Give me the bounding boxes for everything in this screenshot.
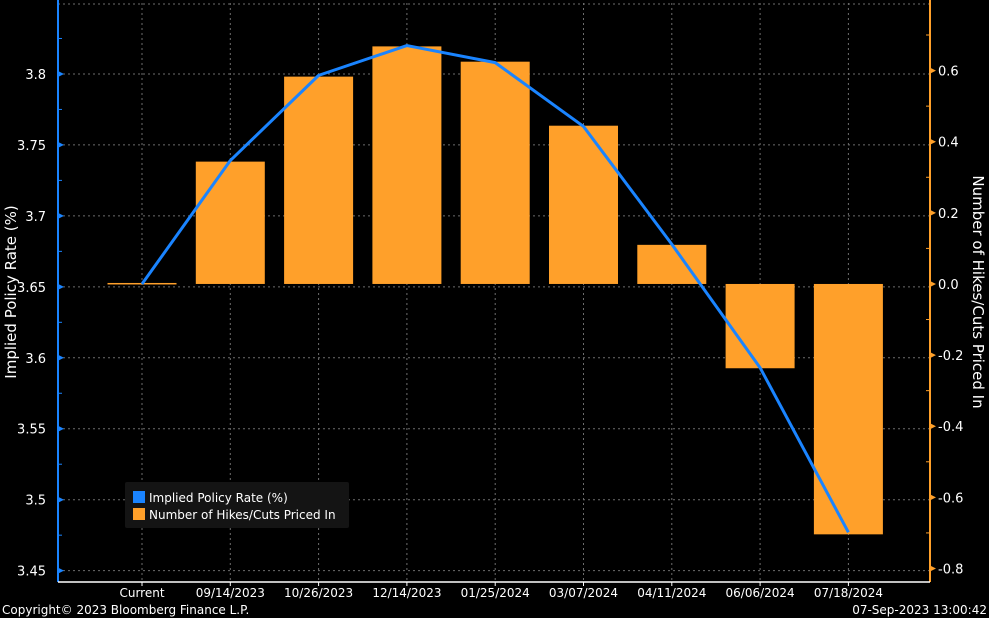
left-tick-label: 3.8	[25, 68, 46, 83]
right-tick-mark	[930, 494, 936, 501]
right-tick-label: -0.8	[938, 562, 963, 577]
x-tick-label: Current	[119, 586, 164, 600]
bar	[549, 125, 618, 284]
left-tick-label: 3.5	[25, 494, 46, 509]
right-tick-mark	[930, 423, 936, 430]
legend: Implied Policy Rate (%) Number of Hikes/…	[125, 482, 349, 528]
right-tick-label: 0.0	[938, 278, 959, 293]
x-tick-label: 03/07/2024	[549, 586, 618, 600]
bar	[813, 283, 883, 535]
bar	[195, 161, 265, 284]
x-tick-label: 01/25/2024	[461, 586, 530, 600]
right-tick-mark	[930, 352, 936, 359]
left-tick-label: 3.6	[25, 352, 46, 367]
legend-label-rate: Implied Policy Rate (%)	[149, 491, 288, 505]
bar	[284, 76, 354, 284]
right-tick-label: 0.6	[938, 65, 959, 80]
left-tick-label: 3.7	[25, 210, 46, 225]
right-tick-label: -0.4	[938, 420, 963, 435]
x-tick-label: 10/26/2023	[284, 586, 353, 600]
right-tick-label: 0.4	[938, 136, 959, 151]
left-tick-label: 3.65	[17, 281, 46, 296]
bar	[372, 46, 442, 284]
x-tick-label: 06/06/2024	[726, 586, 795, 600]
right-tick-mark	[930, 67, 936, 74]
line-series	[140, 44, 850, 534]
right-tick-mark	[930, 209, 936, 216]
timestamp: 07-Sep-2023 13:00:42	[852, 603, 987, 617]
right-tick-mark	[930, 280, 936, 287]
right-axis-title: Number of Hikes/Cuts Priced In	[969, 175, 987, 408]
right-tick-mark	[930, 138, 936, 145]
left-tick-mark	[58, 496, 64, 503]
legend-label-hikes: Number of Hikes/Cuts Priced In	[149, 508, 336, 522]
left-tick-label: 3.75	[17, 139, 46, 154]
left-tick-label: 3.45	[17, 565, 46, 580]
left-axis-title: Implied Policy Rate (%)	[2, 205, 20, 378]
x-tick-label: 12/14/2023	[372, 586, 441, 600]
x-tick-label: 07/18/2024	[814, 586, 883, 600]
right-tick-mark	[930, 565, 936, 572]
left-tick-mark	[58, 354, 64, 361]
axes: 3.8 3.75 3.7 3.65 3.6 3.55 3.5 3.45 0.6 0.4 0.2 0.0…	[17, 0, 963, 600]
left-tick-mark	[58, 283, 64, 290]
left-tick-mark	[58, 141, 64, 148]
x-tick-label: 04/11/2024	[637, 586, 706, 600]
left-tick-label: 3.55	[17, 423, 46, 438]
bar	[725, 283, 795, 369]
right-tick-label: 0.2	[938, 207, 959, 222]
right-tick-label: -0.2	[938, 349, 963, 364]
legend-swatch-hikes	[133, 508, 145, 520]
legend-box	[125, 482, 349, 528]
bar	[460, 61, 530, 284]
legend-swatch-rate	[133, 491, 145, 503]
x-tick-label: 09/14/2023	[196, 586, 265, 600]
bars	[107, 46, 883, 535]
left-tick-mark	[58, 212, 64, 219]
left-tick-mark	[58, 567, 64, 574]
right-tick-label: -0.6	[938, 491, 963, 506]
left-tick-mark	[58, 70, 64, 77]
copyright: Copyright© 2023 Bloomberg Finance L.P.	[2, 603, 249, 617]
left-tick-mark	[58, 425, 64, 432]
